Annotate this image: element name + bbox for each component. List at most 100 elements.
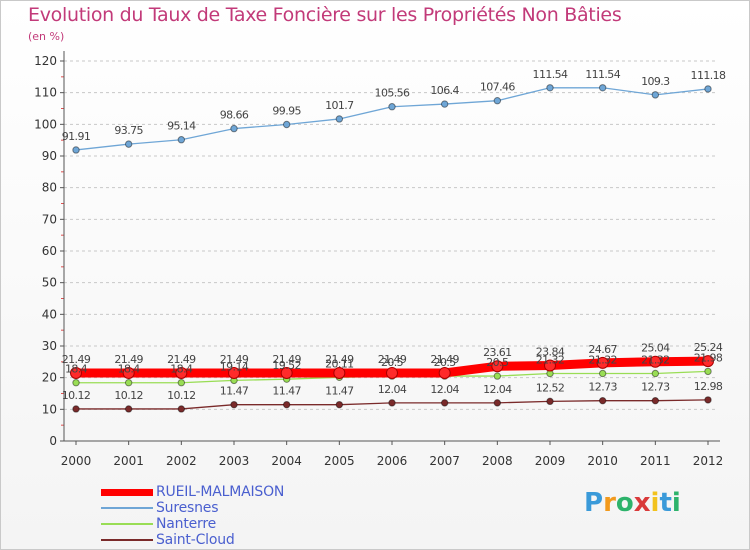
data-point: [72, 405, 80, 413]
data-point: [335, 115, 344, 123]
data-label: 21.49: [272, 353, 301, 366]
legend-label-rueil-malmaison: RUEIL-MALMAISON: [156, 484, 285, 500]
data-label: 12.04: [430, 383, 459, 396]
data-point: [596, 356, 609, 369]
data-point: [282, 120, 291, 129]
data-label: 25.04: [641, 342, 670, 355]
data-point: [440, 399, 449, 407]
data-label: 10.12: [167, 389, 196, 402]
x-tick-label: 2007: [429, 454, 460, 468]
chart-title: Evolution du Taux de Taxe Foncière sur l…: [28, 4, 622, 26]
data-point: [598, 396, 607, 405]
data-label: 20.5: [486, 356, 509, 369]
data-label: 98.66: [220, 109, 249, 122]
data-label: 21.49: [114, 353, 143, 366]
logo-letter: P: [584, 488, 604, 518]
data-point: [651, 91, 660, 99]
data-label: 106.4: [430, 84, 459, 97]
data-point: [124, 379, 133, 387]
data-point: [230, 400, 238, 409]
y-tick-label: 90: [42, 149, 57, 163]
data-point: [546, 84, 554, 92]
data-point: [335, 400, 344, 409]
legend-label-suresnes: Suresnes: [156, 500, 219, 516]
data-point: [386, 366, 398, 379]
x-tick-label: 2003: [219, 454, 250, 468]
y-tick-label: 120: [34, 54, 57, 68]
x-tick-label: 2001: [113, 454, 144, 468]
data-point: [72, 146, 80, 154]
data-label: 25.24: [694, 341, 723, 354]
data-point: [228, 366, 240, 379]
data-label: 107.46: [480, 81, 515, 94]
y-tick-label: 30: [42, 339, 57, 353]
data-label: 111.54: [585, 68, 620, 81]
data-label: 21.49: [430, 353, 459, 366]
data-label: 111.18: [691, 69, 726, 82]
data-point: [177, 136, 186, 144]
data-point: [704, 367, 712, 376]
data-label: 21.49: [378, 353, 407, 366]
data-label: 18.4: [65, 363, 88, 376]
data-point: [493, 372, 502, 380]
y-tick-label: 110: [34, 86, 57, 100]
x-tick-label: 2005: [324, 454, 355, 468]
data-point: [333, 366, 346, 379]
data-point: [544, 359, 556, 372]
logo-letter: r: [603, 488, 616, 518]
data-point: [702, 355, 714, 368]
data-label: 111.54: [533, 68, 568, 81]
logo-letter: x: [633, 488, 651, 518]
legend-label-nanterre: Nanterre: [156, 516, 216, 532]
x-tick-label: 2004: [271, 454, 302, 468]
legend-swatch-nanterre: [101, 523, 153, 525]
y-tick-label: 80: [42, 181, 57, 195]
x-tick-label: 2006: [377, 454, 408, 468]
data-label: 12.04: [378, 383, 407, 396]
data-label: 23.84: [536, 346, 565, 359]
y-tick-label: 70: [42, 212, 57, 226]
data-label: 19.14: [220, 360, 249, 373]
data-point: [440, 100, 449, 108]
data-point: [704, 85, 712, 93]
y-tick-label: 50: [42, 276, 57, 290]
data-label: 20.11: [325, 357, 354, 370]
data-point: [598, 369, 607, 378]
legend-label-saint-cloud: Saint-Cloud: [156, 532, 235, 548]
data-point: [546, 397, 554, 406]
data-point: [124, 140, 133, 148]
data-point: [598, 84, 607, 92]
data-label: 21.98: [694, 351, 723, 364]
data-label: 20.5: [381, 356, 404, 369]
x-tick-label: 2010: [587, 454, 618, 468]
data-label: 21.32: [536, 353, 565, 366]
data-point: [177, 405, 186, 413]
data-label: 105.56: [375, 87, 410, 100]
logo-letter: i: [650, 488, 660, 518]
data-label: 21.49: [167, 353, 196, 366]
legend-swatch-suresnes: [101, 507, 153, 509]
data-point: [122, 366, 135, 379]
data-label: 24.67: [588, 343, 617, 356]
data-point: [491, 360, 504, 373]
logo-letter: t: [659, 488, 672, 518]
data-label: 21.32: [588, 353, 617, 366]
data-point: [175, 366, 188, 379]
y-tick-label: 40: [42, 307, 57, 321]
x-tick-label: 2012: [693, 454, 724, 468]
legend-swatch-rueil-malmaison: [101, 489, 153, 496]
data-point: [651, 369, 660, 378]
x-tick-label: 2002: [166, 454, 197, 468]
data-label: 19.52: [272, 359, 301, 372]
data-label: 10.12: [62, 389, 91, 402]
x-tick-label: 2011: [640, 454, 671, 468]
data-point: [388, 399, 396, 407]
data-label: 12.73: [588, 381, 617, 394]
data-label: 18.4: [118, 363, 141, 376]
data-label: 11.47: [220, 385, 249, 398]
data-point: [704, 396, 712, 404]
x-tick-label: 2008: [482, 454, 513, 468]
x-tick-label: 2009: [535, 454, 566, 468]
data-label: 93.75: [114, 124, 143, 137]
